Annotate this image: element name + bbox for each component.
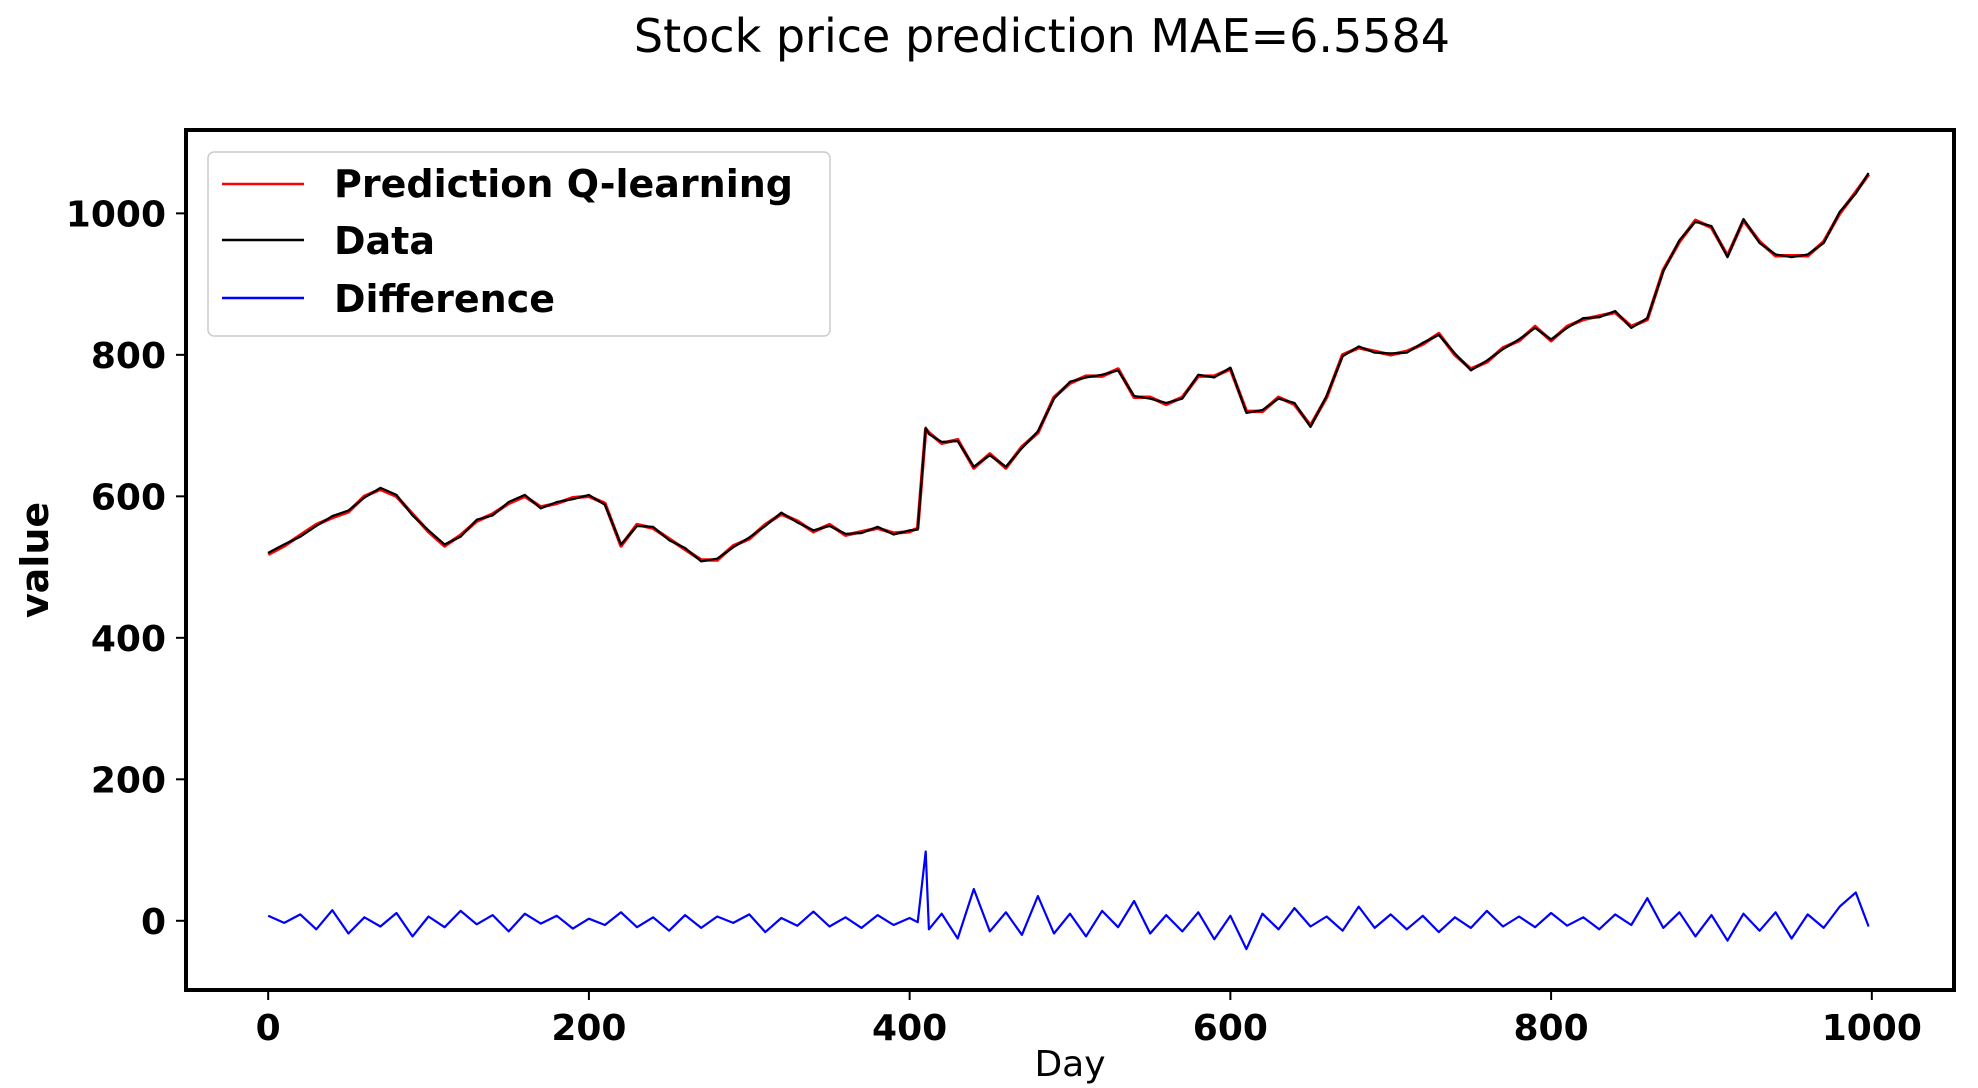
legend: Prediction Q-learning Data Difference: [207, 151, 831, 337]
plot-marks: [267, 172, 1871, 951]
legend-label-difference: Difference: [334, 277, 555, 321]
x-tick-label: 0: [256, 1008, 281, 1049]
y-tick-label: 1000: [66, 194, 166, 235]
x-tick-label: 1000: [1822, 1008, 1922, 1049]
y-axis-label: value: [13, 502, 57, 618]
y-tick-label: 800: [91, 336, 166, 377]
y-tick-label: 0: [141, 902, 166, 943]
x-tick-label: 800: [1514, 1008, 1589, 1049]
chart-title: Stock price prediction MAE=6.5584: [634, 9, 1450, 63]
y-tick-label: 400: [91, 619, 166, 660]
plot-frame: [184, 128, 1956, 992]
legend-box: [207, 151, 831, 337]
x-tick-label: 600: [1193, 1008, 1268, 1049]
x-tick-label: 200: [551, 1008, 626, 1049]
legend-label-data: Data: [334, 219, 435, 263]
axis-ticks: 0 200 400 600 800 1000 0 200 400 600 800 1000: [66, 194, 1922, 1049]
x-axis-label: Day: [1034, 1044, 1105, 1085]
y-tick-label: 600: [91, 477, 166, 518]
legend-label-prediction: Prediction Q-learning: [334, 162, 793, 206]
series-line-difference: [267, 850, 1870, 951]
y-tick-label: 200: [91, 760, 166, 801]
x-tick-label: 400: [872, 1008, 947, 1049]
series-line-data: [267, 172, 1870, 563]
